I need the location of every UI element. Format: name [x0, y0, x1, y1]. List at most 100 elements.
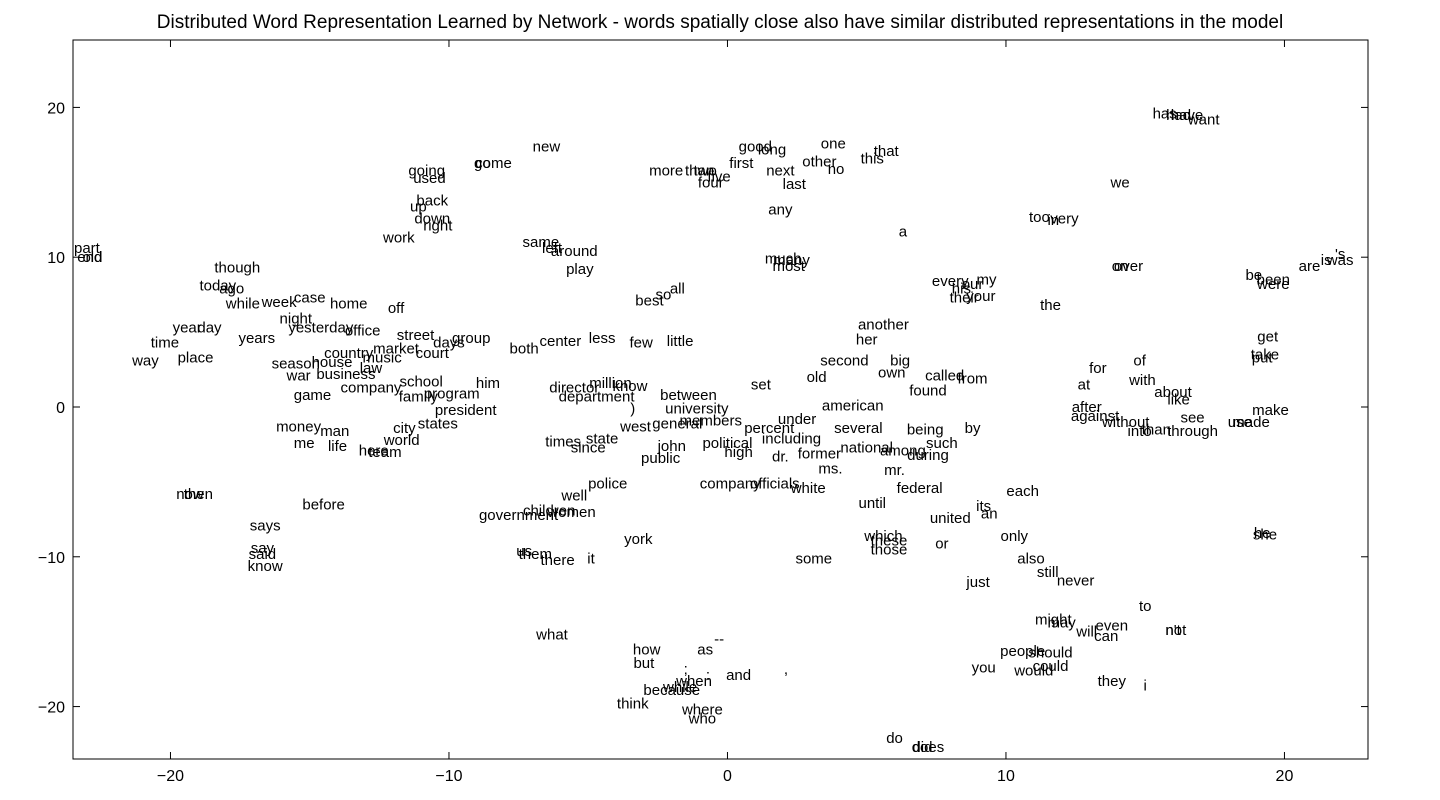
word-point: much [765, 251, 802, 268]
word-point: good [739, 138, 772, 155]
word-point: i [1144, 678, 1147, 695]
word-point: n't [1165, 622, 1181, 639]
word-point: you [972, 660, 996, 677]
word-point: just [965, 574, 990, 591]
word-point: family [399, 389, 439, 406]
word-point: york [624, 531, 653, 548]
word-point: little [667, 333, 694, 350]
y-tick-label: 10 [47, 250, 65, 267]
word-point: during [907, 447, 949, 464]
word-point: government [479, 507, 559, 524]
word-point: national [840, 439, 893, 456]
word-point: has [1153, 105, 1177, 122]
word-point: around [551, 243, 598, 260]
word-point: when [675, 673, 712, 690]
word-point: street [397, 327, 435, 344]
word-point: women [546, 504, 595, 521]
word-point: made [1232, 414, 1270, 431]
word-point: company [341, 380, 402, 397]
word-point: million [589, 375, 632, 392]
word-point: said [249, 546, 277, 563]
word-point: end [77, 249, 102, 266]
word-point: his [952, 281, 971, 298]
word-point: those [871, 541, 908, 558]
word-point: their [950, 290, 979, 307]
word-point: each [1006, 483, 1039, 500]
word-point: only [1001, 528, 1029, 545]
word-point: before [302, 496, 345, 513]
word-point: by [965, 420, 981, 437]
word-point: former [798, 445, 841, 462]
word-point: game [294, 387, 332, 404]
word-point: between [660, 387, 717, 404]
word-point: think [617, 696, 649, 713]
word-point: over [1114, 258, 1143, 275]
word-point: john [657, 438, 686, 455]
word-point: never [1057, 573, 1095, 590]
word-point: with [1128, 372, 1156, 389]
word-point: team [368, 444, 401, 461]
word-point: right [423, 218, 453, 235]
word-point: were [1256, 276, 1290, 293]
word-point: set [751, 377, 772, 394]
word-point: next [766, 162, 795, 179]
word-point: no [828, 161, 845, 178]
word-point: get [1257, 329, 1279, 346]
word-point: office [345, 323, 381, 340]
word-point: today [199, 278, 236, 295]
word-point: this [861, 150, 884, 167]
word-point: all [670, 281, 685, 298]
word-point: who [688, 711, 717, 728]
word-point: season [272, 356, 320, 373]
word-point: long [758, 141, 786, 158]
word-point: days [433, 335, 465, 352]
word-point: would [1013, 663, 1053, 680]
word-point: so [655, 287, 671, 304]
word-point: from [958, 371, 988, 388]
word-point: make [1252, 402, 1289, 419]
word-point: as [697, 642, 713, 659]
word-point: federal [897, 480, 943, 497]
word-point: big [890, 353, 910, 370]
word-point: about [1154, 384, 1192, 401]
word-point: your [966, 288, 995, 305]
word-point: did [912, 739, 932, 756]
axes: −20 −10 0 10 20 20 10 0 −10 −20 [38, 39, 1369, 785]
word-point: members [679, 412, 742, 429]
word-point: american [822, 397, 884, 414]
word-point: place [178, 350, 214, 367]
word-point: market [373, 341, 420, 358]
word-point: old [82, 249, 102, 266]
word-point: states [418, 415, 458, 432]
word-point: every [932, 273, 969, 290]
word-point: four [698, 174, 724, 191]
word-point: country [324, 345, 374, 362]
word-point: than [1142, 421, 1171, 438]
word-point: see [1180, 409, 1204, 426]
word-point: years [238, 330, 275, 347]
word-point: do [886, 730, 903, 747]
word-point: used [413, 170, 446, 187]
word-point: after [1072, 399, 1102, 416]
word-point: group [452, 330, 490, 347]
y-tick-label: 20 [47, 100, 65, 117]
word-point: come [475, 155, 512, 172]
word-point: now [176, 486, 204, 503]
word-point: being [907, 421, 944, 438]
word-point: her [856, 332, 878, 349]
word-point: political [702, 435, 752, 452]
word-point: to [1139, 598, 1152, 615]
word-point: are [1299, 258, 1321, 275]
word-point: can [1094, 628, 1118, 645]
word-point: like [1167, 392, 1190, 409]
word-point: any [768, 201, 793, 218]
word-point: have [1171, 107, 1204, 124]
word-point: him [476, 375, 500, 392]
word-point: times [545, 433, 581, 450]
word-point: at [1078, 377, 1091, 394]
word-point: among [880, 442, 926, 459]
word-point: city [393, 420, 416, 437]
word-point: for [1089, 360, 1107, 377]
word-point: but [633, 655, 655, 672]
x-tick-label: 10 [997, 768, 1015, 785]
